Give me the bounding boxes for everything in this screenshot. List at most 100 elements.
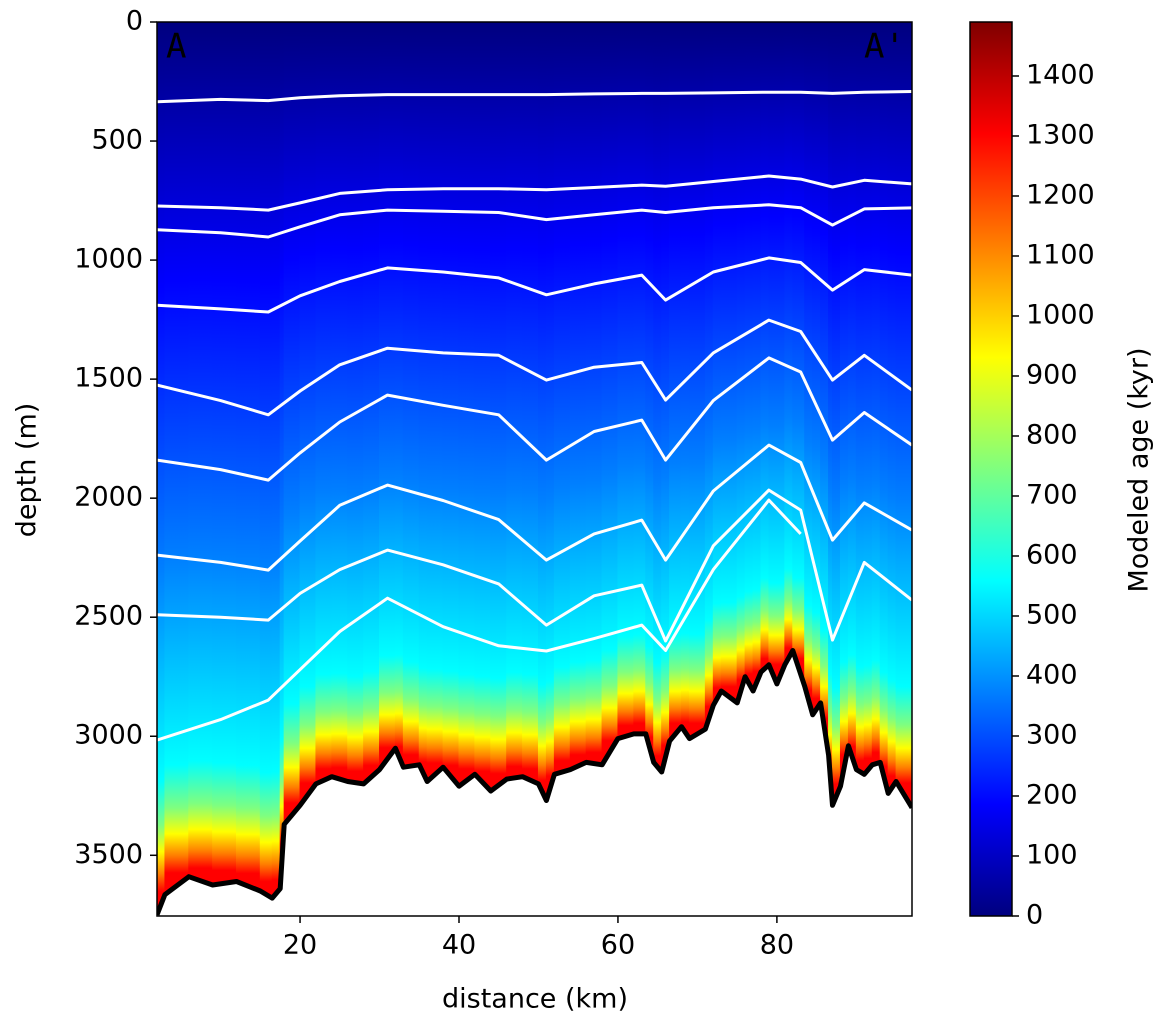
colorbar-tick-label: 1400 — [1026, 60, 1095, 91]
lines — [157, 90, 912, 916]
age-field-column — [776, 22, 786, 684]
age-field-column — [259, 22, 273, 899]
y-tick-label: 1500 — [74, 363, 143, 394]
age-field-column — [157, 22, 166, 914]
age-field-column — [235, 22, 261, 892]
age-field-column — [188, 22, 214, 886]
plot-frame — [156, 21, 913, 917]
colorbar-tick-label: 900 — [1026, 360, 1078, 391]
y-tick-label: 500 — [91, 125, 143, 156]
colorbar-tick-label: 500 — [1026, 600, 1078, 631]
y-tick-label: 1000 — [74, 244, 143, 275]
age-field-column — [458, 22, 476, 787]
x-tick-label: 60 — [601, 930, 635, 961]
age-field-column — [537, 22, 547, 801]
y-tick-label: 3500 — [74, 839, 143, 870]
age-field-column — [704, 22, 714, 730]
y-tick-label: 2000 — [74, 482, 143, 513]
age-field-column — [490, 22, 508, 792]
age-field-column — [832, 22, 841, 806]
age-field-column — [394, 22, 404, 768]
age-field-column — [804, 22, 814, 715]
isochrone — [157, 318, 912, 417]
isochrone — [157, 256, 912, 314]
colorbar-tick-label: 1100 — [1026, 240, 1095, 271]
age-field-column — [736, 22, 746, 703]
age-field-column — [653, 22, 663, 772]
age-field-column — [828, 22, 834, 806]
isochrone — [157, 498, 802, 742]
isochrone — [157, 443, 912, 572]
colorbar-label: Modeled age (kyr) — [1124, 347, 1155, 592]
colorbar-tick-label: 700 — [1026, 480, 1078, 511]
isochrone — [157, 203, 912, 239]
age-field-column — [895, 22, 912, 807]
age-field-column — [645, 22, 655, 763]
age-field-column — [279, 22, 285, 889]
x-tick-label: 80 — [760, 930, 794, 961]
age-field-column — [760, 22, 770, 672]
age-field-column — [545, 22, 555, 801]
age-field-column — [820, 22, 830, 756]
age-field-column — [347, 22, 365, 784]
age-field-column — [768, 22, 778, 684]
colorbar-tick-label: 400 — [1026, 660, 1078, 691]
age-field-column — [474, 22, 492, 792]
age-field-column — [784, 22, 794, 665]
y-tick-label: 2500 — [74, 601, 143, 632]
colorbar-tick-label: 300 — [1026, 720, 1078, 751]
colorbar-tick-label: 1300 — [1026, 120, 1095, 151]
isochrone — [157, 356, 912, 482]
age-field-column — [442, 22, 460, 787]
colorbar-tick-label: 1000 — [1026, 300, 1095, 331]
annotation: A' — [864, 27, 905, 67]
age-field-column — [601, 22, 619, 765]
age-field-column — [661, 22, 671, 772]
age-field-column — [812, 22, 822, 715]
age-field-column — [688, 22, 706, 739]
age-field-column — [669, 22, 683, 742]
y-tick-label: 0 — [126, 6, 143, 37]
colorbar-tick-label: 600 — [1026, 540, 1078, 571]
isochrone — [157, 488, 912, 643]
x-axis-label: distance (km) — [442, 984, 628, 1015]
age-field-column — [585, 22, 603, 765]
age-field-column — [402, 22, 420, 768]
colorbar-tick-label: 100 — [1026, 840, 1078, 871]
y-tick-label: 3000 — [74, 720, 143, 751]
age-field-column — [212, 22, 237, 886]
age-field-column — [633, 22, 647, 734]
age-field-column — [315, 22, 333, 784]
age-field-column — [506, 22, 524, 780]
bed-line — [157, 648, 912, 916]
colorbar-tick-label: 200 — [1026, 780, 1078, 811]
age-field-column — [839, 22, 849, 787]
age-field-column — [847, 22, 857, 770]
age-field-column — [720, 22, 738, 703]
age-field — [157, 22, 912, 914]
age-field-column — [871, 22, 881, 765]
age-field-column — [553, 22, 571, 775]
y-axis-label: depth (m) — [12, 403, 43, 538]
x-tick-label: 40 — [442, 930, 476, 961]
annotation: A — [166, 27, 186, 67]
colorbar-tick-label: 800 — [1026, 420, 1078, 451]
isochrone — [157, 90, 912, 104]
age-field-column — [879, 22, 889, 794]
age-field-column — [522, 22, 539, 784]
age-field-column — [752, 22, 762, 692]
age-field-column — [855, 22, 865, 775]
isochrone — [157, 174, 912, 212]
age-field-column — [331, 22, 349, 782]
age-field-column — [299, 22, 317, 806]
age-field-column — [164, 22, 190, 895]
age-field-column — [617, 22, 635, 739]
age-field-column — [271, 22, 281, 899]
age-field-column — [569, 22, 587, 770]
colorbar-tick-label: 0 — [1026, 900, 1043, 931]
age-field-column — [792, 22, 806, 687]
age-field-column — [887, 22, 897, 794]
age-field-column — [283, 22, 301, 825]
